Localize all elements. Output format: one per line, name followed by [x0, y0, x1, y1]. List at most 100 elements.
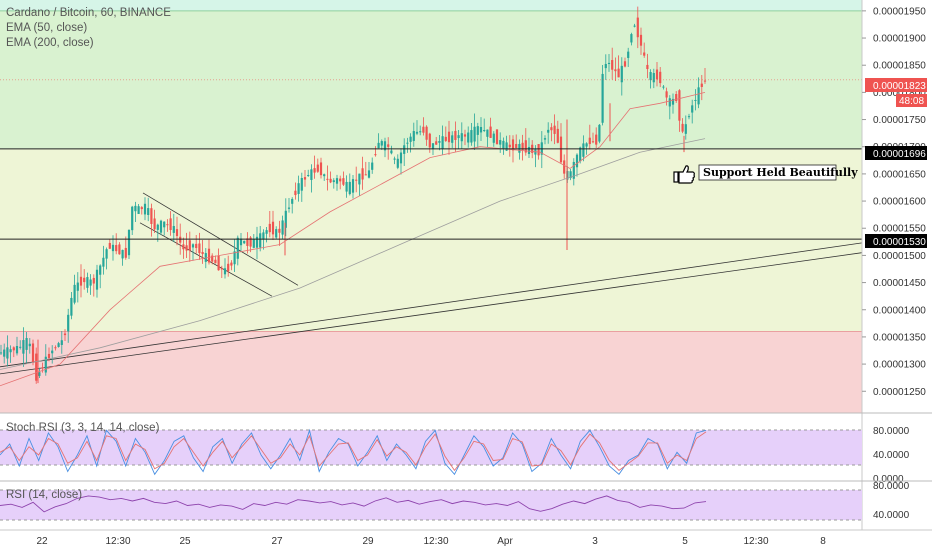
candle-body [3, 349, 6, 357]
candlesticks [0, 6, 707, 384]
candle-body [355, 179, 358, 181]
candle-body [310, 169, 313, 180]
candle-body [582, 143, 585, 157]
svg-text:0.00001530: 0.00001530 [873, 237, 926, 248]
time-tick-label: 29 [362, 536, 374, 547]
candle-body [678, 90, 681, 121]
candle-body [28, 343, 31, 347]
candle-body [371, 162, 374, 170]
price-tick-label: 0.00001450 [873, 278, 926, 289]
candle-body [700, 83, 703, 87]
candle-body [70, 297, 73, 316]
candle-body [572, 161, 575, 179]
candle-body [502, 140, 505, 149]
time-axis[interactable]: 22 12:30 25 27 29 12:30 Apr 3 5 12:30 8 [36, 536, 826, 547]
candle-body [489, 126, 492, 138]
candle-body [22, 340, 25, 354]
candle-body [486, 129, 489, 137]
candle-body [323, 174, 326, 177]
candle-body [463, 134, 467, 137]
candle-body [547, 129, 550, 133]
candle-body [444, 136, 447, 141]
candle-body [297, 183, 300, 194]
stoch-k-line [0, 428, 707, 476]
price-zones [0, 0, 862, 413]
candle-body [140, 207, 143, 210]
candle-body [252, 239, 255, 248]
candle-body [575, 154, 579, 168]
candle-body [41, 367, 44, 369]
candle-body [387, 144, 390, 147]
candle-body [499, 140, 502, 145]
candle-body [44, 356, 47, 373]
candle-body [374, 154, 377, 156]
candle-body [588, 137, 591, 145]
svg-text:0.00001823: 0.00001823 [873, 81, 926, 92]
candle-body [399, 152, 403, 164]
candle-body [6, 347, 9, 359]
candle-body [316, 164, 319, 172]
candle-body [217, 255, 220, 271]
candle-body [271, 221, 275, 235]
candle-body [460, 133, 463, 142]
candle-body [659, 71, 662, 84]
candle-body [675, 94, 678, 102]
candle-body [265, 230, 268, 234]
candle-body [639, 34, 643, 46]
candle-body [358, 173, 361, 185]
candle-body [518, 143, 521, 153]
candle-body [598, 124, 601, 142]
price-axis[interactable]: 0.00001950 0.00001900 0.00001850 0.00001800… [862, 6, 926, 398]
candle-body [563, 160, 566, 174]
candle-body [684, 124, 687, 134]
candle-body [332, 180, 335, 183]
candle-body [524, 140, 527, 153]
annotation[interactable]: Support Held Beautifully [673, 164, 858, 184]
candle-body [422, 126, 425, 133]
candle-body [79, 276, 83, 286]
horizontal-levels[interactable] [0, 79, 862, 240]
rsi-tick-label: 40.0000 [873, 510, 910, 521]
candle-body [473, 126, 476, 142]
svg-text:0.00001696: 0.00001696 [873, 149, 926, 160]
candle-body [147, 208, 150, 215]
candle-body [335, 178, 339, 184]
candle-body [377, 142, 380, 149]
price-tick-label: 0.00001350 [873, 332, 926, 343]
candle-body [569, 171, 572, 179]
support-price-tag: 0.00001696 [865, 146, 927, 160]
candle-body [431, 143, 435, 149]
candle-body [19, 346, 22, 348]
candle-body [649, 72, 652, 81]
candle-body [636, 17, 639, 38]
candle-body [409, 136, 412, 142]
candle-body [396, 158, 399, 168]
candle-body [188, 240, 191, 251]
candle-body [175, 229, 179, 237]
candle-body [671, 98, 675, 105]
price-tick-label: 0.00001300 [873, 360, 926, 371]
candle-body [163, 221, 166, 228]
candle-body [585, 143, 588, 147]
time-tick-label: 25 [179, 536, 191, 547]
candle-body [185, 245, 188, 251]
candle-body [476, 126, 479, 135]
candle-body [31, 343, 35, 363]
candle-body [527, 146, 531, 155]
stoch-tick-label: 80.0000 [873, 426, 910, 437]
candle-body [617, 68, 620, 78]
trendline[interactable] [0, 242, 863, 368]
candle-body [406, 142, 409, 144]
trendline[interactable] [0, 252, 863, 375]
candle-body [92, 277, 95, 284]
candle-body [435, 141, 438, 145]
candle-body [604, 63, 607, 69]
candle-body [131, 206, 134, 231]
candle-body [300, 178, 303, 191]
candle-body [150, 208, 153, 224]
candle-body [134, 205, 137, 212]
time-tick-label: 12:30 [105, 536, 130, 547]
candle-body [223, 268, 227, 275]
candle-body [367, 170, 371, 178]
